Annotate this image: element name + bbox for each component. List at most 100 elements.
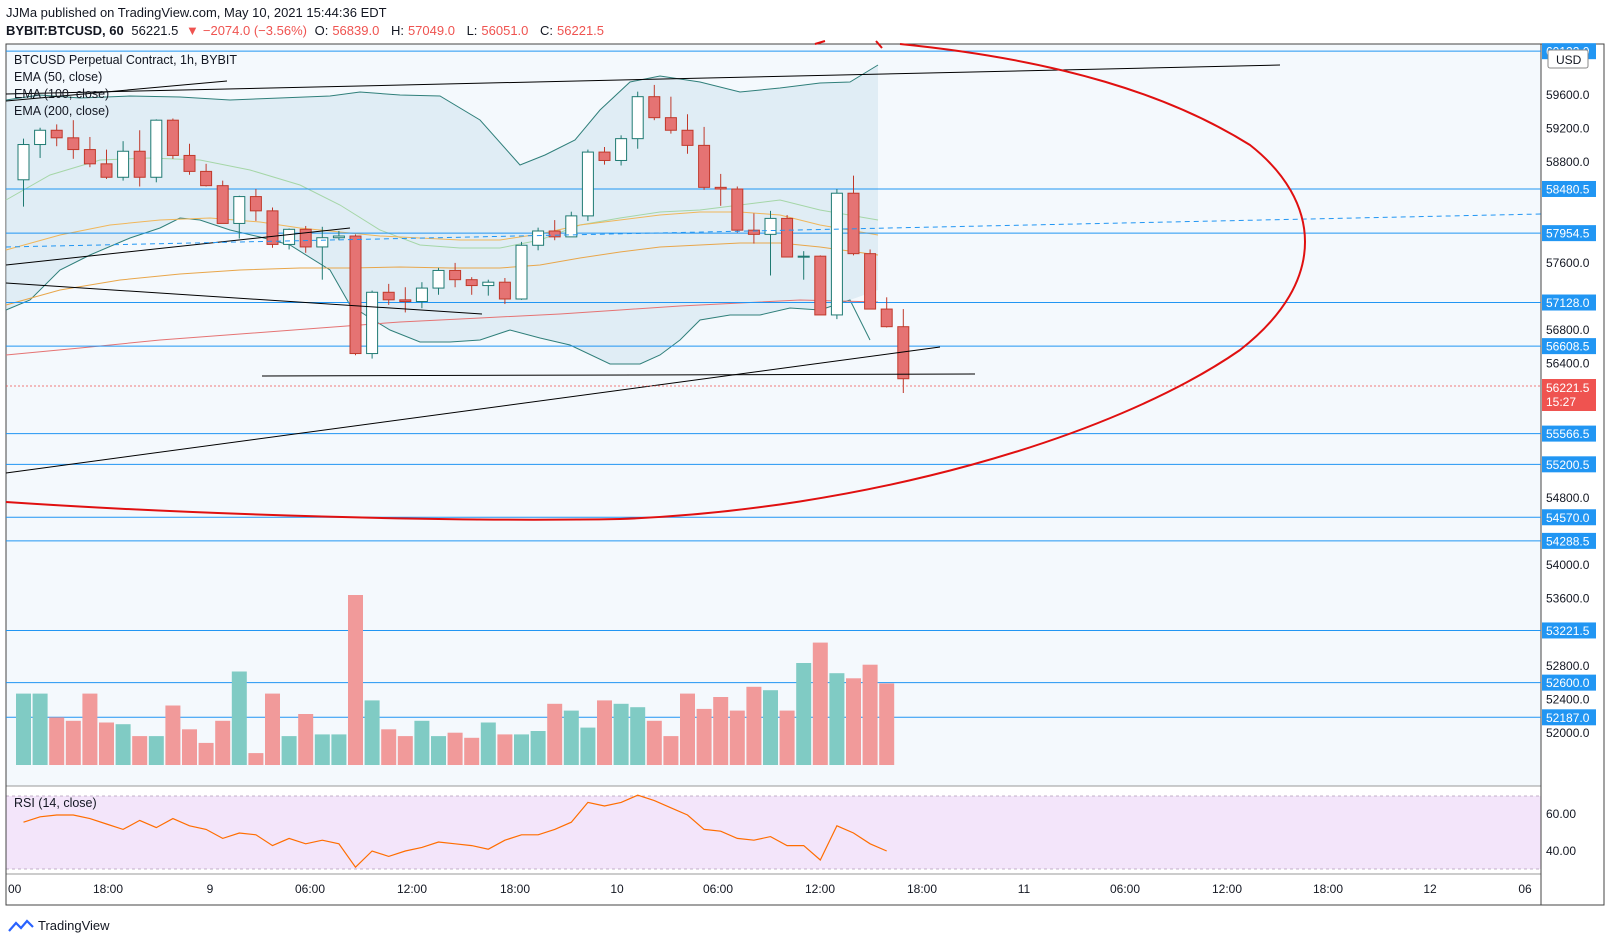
price-tick: 52400.0 <box>1546 692 1590 706</box>
candle-body <box>565 215 578 238</box>
candle-body <box>83 149 96 165</box>
candle-body <box>864 253 877 310</box>
time-tick: 18:00 <box>907 882 937 896</box>
volume-bar <box>597 700 612 765</box>
price-tick: 53600.0 <box>1546 592 1590 606</box>
volume-bar <box>713 697 729 765</box>
price-badge <box>1542 379 1596 411</box>
time-tick: 9 <box>207 882 214 896</box>
candle-body <box>316 237 329 248</box>
time-tick: 06:00 <box>703 882 733 896</box>
candle-body <box>166 119 179 156</box>
volume-bar <box>879 683 895 765</box>
time-tick: 18:00 <box>93 882 123 896</box>
candle-body <box>615 138 628 161</box>
volume-bar <box>530 731 546 765</box>
volume-bar <box>49 717 65 765</box>
time-tick: 12:00 <box>397 882 427 896</box>
level-badge <box>1542 294 1596 311</box>
candle-body <box>183 154 196 172</box>
price-tick: 54800.0 <box>1546 491 1590 505</box>
candle-body <box>432 269 445 289</box>
candle-body <box>731 188 744 231</box>
candle-body <box>648 96 661 119</box>
candle-body <box>249 196 262 212</box>
candles <box>17 84 910 394</box>
price-tick: 52000.0 <box>1546 726 1590 740</box>
volume-bar <box>613 703 629 765</box>
legend-ema100[interactable]: EMA (100, close) <box>14 87 110 101</box>
time-tick: 06 <box>1518 882 1532 896</box>
volume-bar <box>580 727 596 765</box>
volume-bar <box>663 736 679 765</box>
price-tick: 56400.0 <box>1546 357 1590 371</box>
candle-body <box>415 287 428 303</box>
level-label: 55200.5 <box>1546 458 1590 472</box>
annotation-ellipse <box>5 43 1306 521</box>
candle-body <box>764 217 777 235</box>
dashed-level <box>5 213 1542 248</box>
volume-bar <box>364 700 380 765</box>
rsi-legend[interactable]: RSI (14, close) <box>14 796 97 810</box>
change-down-icon: ▼ <box>186 23 199 38</box>
candle-body <box>133 150 146 178</box>
legend-ema200[interactable]: EMA (200, close) <box>14 104 110 118</box>
volume-bar <box>397 736 413 765</box>
volume-bar <box>630 707 646 765</box>
price-tick: 58800.0 <box>1546 155 1590 169</box>
candle-body <box>117 150 130 178</box>
volume-bar <box>829 673 845 765</box>
level-badge <box>1542 338 1596 355</box>
level-label: 53221.5 <box>1546 624 1590 638</box>
legend-title: BTCUSD Perpetual Contract, 1h, BYBIT <box>14 53 238 67</box>
level-label: 58480.5 <box>1546 182 1590 196</box>
time-tick: 11 <box>1018 882 1031 896</box>
candle-body <box>399 299 412 303</box>
level-badge <box>1542 180 1596 197</box>
volume-bar <box>447 732 463 765</box>
symbol-label: BYBIT:BTCUSD, 60 <box>6 23 124 38</box>
volume-bar <box>298 714 314 765</box>
high-value: H: 57049.0 <box>390 23 455 38</box>
time-tick: 00 <box>8 882 22 896</box>
price-tick: 52800.0 <box>1546 659 1590 673</box>
volume-bar <box>82 693 98 765</box>
trendline-rising <box>5 346 941 474</box>
volume-bar <box>746 686 762 765</box>
candle-body <box>449 269 462 281</box>
chart-header: JJMa published on TradingView.com, May 1… <box>6 4 612 40</box>
price-tick: 54000.0 <box>1546 558 1590 572</box>
volume-bar <box>514 734 529 765</box>
time-tick: 12:00 <box>805 882 835 896</box>
currency-box <box>1547 49 1589 69</box>
volume-bar <box>215 720 231 765</box>
time-tick: 06:00 <box>1110 882 1140 896</box>
volume-bar <box>480 722 496 765</box>
tradingview-logo-icon <box>8 918 34 932</box>
candle-body <box>266 210 279 245</box>
candle-body <box>366 291 379 355</box>
level-label: 52187.0 <box>1546 711 1590 725</box>
volume-bar <box>763 690 778 765</box>
level-badge <box>1542 709 1596 726</box>
rsi-tick-40: 40.00 <box>1546 844 1576 858</box>
candle-body <box>482 281 495 287</box>
legend-ema50[interactable]: EMA (50, close) <box>14 70 103 84</box>
candle-body <box>515 244 528 300</box>
time-tick: 18:00 <box>1313 882 1343 896</box>
candle-body <box>631 96 644 140</box>
volume-bar <box>182 729 197 765</box>
price-axis: 60122.058480.557954.557128.056608.555566… <box>1542 43 1596 740</box>
volume-bar <box>563 710 579 765</box>
volume-bar <box>165 705 181 765</box>
volume-bar <box>32 693 48 765</box>
volume-bar <box>132 736 148 765</box>
level-label: 52600.0 <box>1546 676 1590 690</box>
volume-bar <box>547 703 563 765</box>
published-line: JJMa published on TradingView.com, May 1… <box>6 5 387 20</box>
volume-bar <box>99 722 114 765</box>
trendline-upper <box>5 64 1281 95</box>
low-value: L: 56051.0 <box>466 23 529 38</box>
time-axis: 00 18:00 9 06:00 12:00 18:00 10 06:00 12:00 18:00… <box>8 882 1532 896</box>
